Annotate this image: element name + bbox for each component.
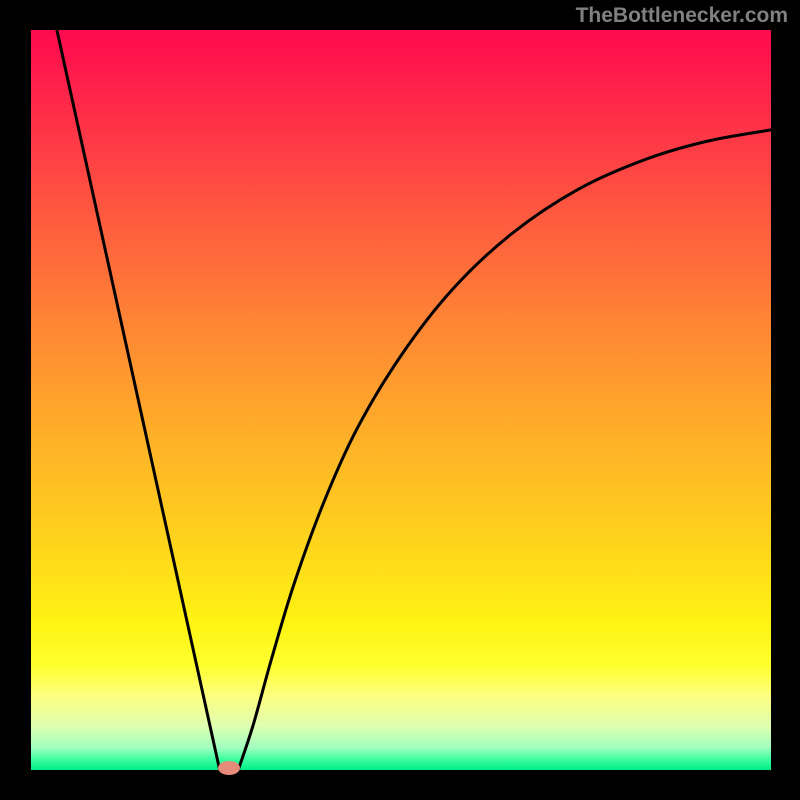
min-point-marker — [218, 761, 240, 775]
plot-area — [31, 30, 771, 770]
watermark-text: TheBottlenecker.com — [576, 4, 788, 28]
curve-layer — [31, 30, 771, 770]
chart-container: TheBottlenecker.com — [0, 0, 800, 800]
